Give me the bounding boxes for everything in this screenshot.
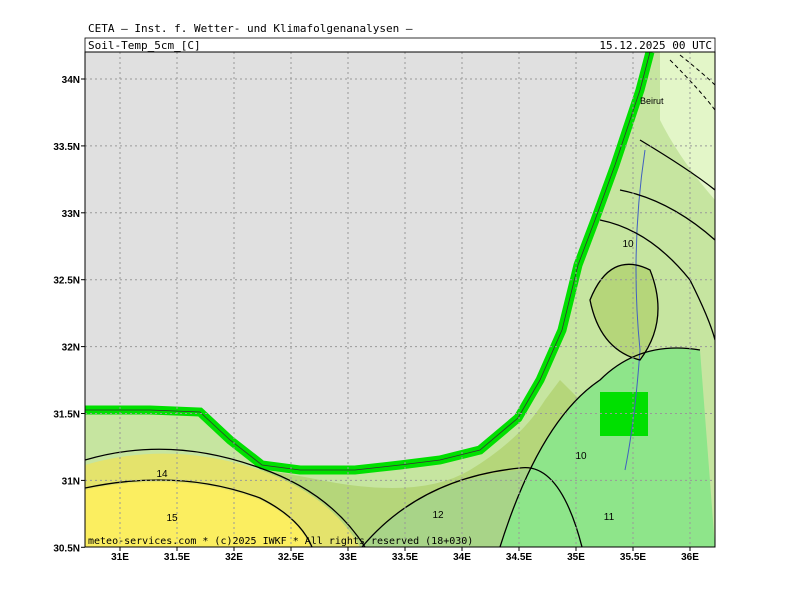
field-title: Soil-Temp_5cm_[C] [88,39,201,52]
footer: meteo-services.com * (c)2025 IWKF * All … [88,536,473,547]
contour-label: 14 [156,469,168,480]
dashed-contours [669,54,715,111]
zone-north [660,52,715,200]
zone-11b [590,264,658,360]
contour-label: 12 [432,510,444,521]
lon-label: 35.5E [620,552,646,563]
zone-10 [500,348,715,547]
contour-label: 11 [604,512,615,523]
lon-label: 33.5E [392,552,418,563]
lat-label: 34N [62,75,80,86]
contour-label: 10 [622,239,634,250]
lat-label: 32N [62,343,80,354]
lon-label: 34E [453,552,471,563]
contour-label: 10 [575,451,587,462]
zone-15 [85,482,310,547]
lon-label: 31E [111,552,129,563]
contour-label: 15 [166,513,178,524]
valid-time: 15.12.2025 00 UTC [599,39,712,52]
lon-label: 32.5E [278,552,304,563]
lon-label: 31.5E [164,552,190,563]
coastline [85,52,651,471]
lat-label: 31N [62,476,80,487]
sea [85,52,650,470]
institute: CETA – Inst. f. Wetter- und Klimafolgena… [88,22,413,35]
lat-label: 30.5N [53,543,80,554]
river [624,149,646,471]
map-frame [84,51,716,548]
lon-label: 32E [225,552,243,563]
lat-label: 31.5N [53,410,80,421]
lat-label: 33N [62,209,80,220]
lat-label: 32.5N [53,276,80,287]
map-area [84,51,716,548]
lon-label: 34.5E [506,552,532,563]
lon-label: 36E [681,552,699,563]
lon-label: 35E [567,552,585,563]
grid [85,52,715,547]
lon-label: 33E [339,552,357,563]
contours [85,139,715,547]
lat-label: 33.5N [53,142,80,153]
place-label: Beirut [640,96,664,106]
